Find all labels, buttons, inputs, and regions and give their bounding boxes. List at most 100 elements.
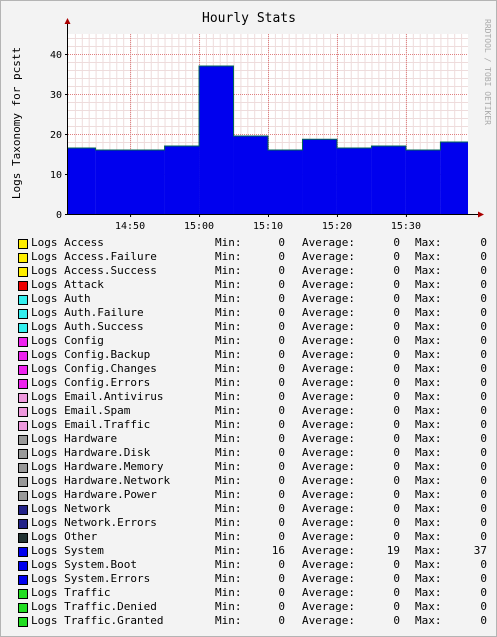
legend-name: Logs System [31,544,104,557]
max-value: 0 [480,278,487,291]
legend-row: Logs System.Boot Min: 0 Average: 0 Max: 0 [15,558,495,572]
max-label: Max: [415,460,442,473]
legend-swatch [18,575,28,585]
min-label: Min: [215,614,242,627]
min-label: Min: [215,264,242,277]
max-value: 0 [480,432,487,445]
max-value: 0 [480,446,487,459]
legend-name: Logs Config.Backup [31,348,151,361]
y-tick-label: 40 [50,50,62,61]
legend-name: Logs Email.Antivirus [31,390,164,403]
min-label: Min: [215,348,242,361]
min-value: 0 [278,362,285,375]
max-label: Max: [415,390,442,403]
max-label: Max: [415,558,442,571]
legend-name: Logs Traffic.Granted [31,614,164,627]
max-value: 0 [480,292,487,305]
legend-swatch [18,379,28,389]
max-value: 0 [480,460,487,473]
max-value: 0 [480,516,487,529]
x-tick-label: 15:10 [253,221,283,232]
legend-row: Logs System Min: 16 Average: 19 Max: 37 [15,544,495,558]
max-label: Max: [415,348,442,361]
min-label: Min: [215,600,242,613]
average-label: Average: [302,362,355,375]
average-value: 0 [393,348,400,361]
min-value: 0 [278,390,285,403]
max-value: 0 [480,250,487,263]
min-value: 0 [278,236,285,249]
legend-row: Logs Hardware.Power Min: 0 Average: 0 Max: 0 [15,488,495,502]
min-label: Min: [215,390,242,403]
legend-swatch [18,407,28,417]
average-label: Average: [302,488,355,501]
average-label: Average: [302,530,355,543]
max-value: 0 [480,614,487,627]
max-label: Max: [415,600,442,613]
min-value: 0 [278,292,285,305]
max-label: Max: [415,418,442,431]
average-label: Average: [302,572,355,585]
min-value: 0 [278,334,285,347]
average-label: Average: [302,586,355,599]
average-value: 0 [393,586,400,599]
max-label: Max: [415,572,442,585]
system-bar [95,150,165,214]
max-value: 0 [480,376,487,389]
system-bar [405,150,441,214]
average-value: 19 [386,544,400,557]
average-label: Average: [302,278,355,291]
average-label: Average: [302,250,355,263]
legend-name: Logs Config [31,334,104,347]
min-value: 0 [278,432,285,445]
legend-row: Logs Traffic.Denied Min: 0 Average: 0 Max: 0 [15,600,495,614]
average-label: Average: [302,460,355,473]
average-value: 0 [393,404,400,417]
max-value: 0 [480,404,487,417]
x-tick-label: 15:30 [391,221,421,232]
max-label: Max: [415,516,442,529]
max-label: Max: [415,446,442,459]
system-bar [440,142,468,214]
chart-title: Hourly Stats [202,11,296,26]
max-label: Max: [415,432,442,445]
max-value: 0 [480,320,487,333]
min-label: Min: [215,306,242,319]
min-value: 0 [278,446,285,459]
system-bar [371,146,406,214]
legend-row: Logs Traffic Min: 0 Average: 0 Max: 0 [15,586,495,600]
legend-name: Logs Config.Errors [31,376,151,389]
legend-name: Logs Hardware.Memory [31,460,164,473]
legend-row: Logs Config.Errors Min: 0 Average: 0 Max: 0 [15,376,495,390]
average-label: Average: [302,404,355,417]
min-value: 0 [278,572,285,585]
min-label: Min: [215,558,242,571]
min-label: Min: [215,586,242,599]
legend-row: Logs Auth.Success Min: 0 Average: 0 Max: 0 [15,320,495,334]
max-label: Max: [415,502,442,515]
average-value: 0 [393,236,400,249]
max-value: 0 [480,334,487,347]
system-bar [268,150,303,214]
average-value: 0 [393,320,400,333]
max-value: 0 [480,418,487,431]
system-line [68,65,468,151]
max-value: 0 [480,600,487,613]
max-label: Max: [415,362,442,375]
legend-name: Logs Network.Errors [31,516,157,529]
min-value: 0 [278,348,285,361]
y-tick-label: 20 [50,130,62,141]
legend-row: Logs Access.Failure Min: 0 Average: 0 Max: 0 [15,250,495,264]
legend-swatch [18,239,28,249]
max-value: 0 [480,236,487,249]
legend-swatch [18,435,28,445]
system-bar [302,139,337,214]
legend-row: Logs Email.Antivirus Min: 0 Average: 0 Max: 0 [15,390,495,404]
legend-row: Logs Network.Errors Min: 0 Average: 0 Max: 0 [15,516,495,530]
max-label: Max: [415,544,442,557]
max-value: 0 [480,586,487,599]
legend-swatch [18,603,28,613]
legend-name: Logs Traffic.Denied [31,600,157,613]
min-label: Min: [215,474,242,487]
